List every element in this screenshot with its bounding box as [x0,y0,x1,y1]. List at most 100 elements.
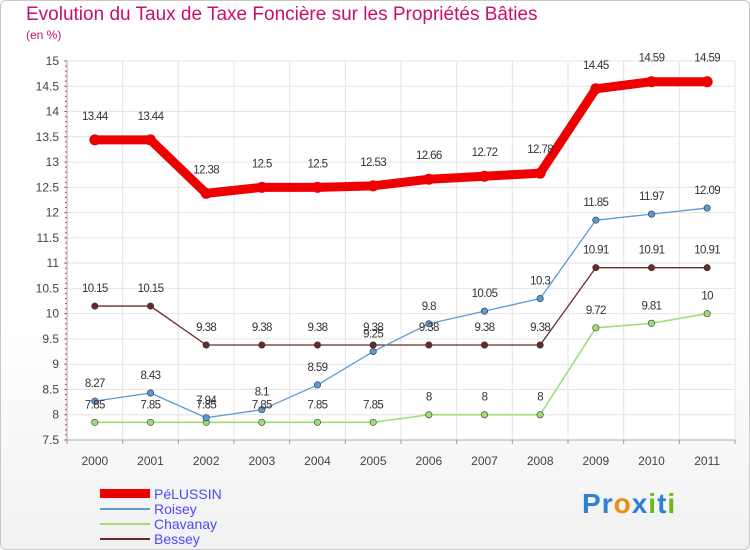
point-chavanay [592,324,600,332]
data-label-plussin: 13.44 [138,111,165,123]
point-roisey [647,210,655,218]
y-tick-label: 11.5 [37,231,60,245]
data-label-roisey: 12.09 [694,185,720,197]
unit-label: (en %) [26,28,62,42]
y-tick-label: 14 [46,105,60,119]
legend-label-chavanay: Chavanay [154,515,218,532]
data-label-roisey: 9.25 [363,329,383,341]
point-roisey [480,307,488,315]
point-roisey [258,406,266,414]
data-label-chavanay: 8 [537,392,543,404]
data-label-bessey: 10.91 [694,245,720,257]
point-roisey [147,389,155,397]
point-chavanay [258,418,266,426]
point-plussin [145,134,156,146]
legend-swatch-roisey [100,507,150,510]
data-label-roisey: 8.59 [308,362,328,374]
legend-item-plussin: PéLUSSIN [100,486,222,502]
x-tick-label: 2004 [304,454,331,468]
data-label-chavanay: 7.85 [85,399,105,411]
series-line-roisey [94,207,708,419]
data-label-chavanay: 9.81 [642,300,662,312]
x-tick-label: 2008 [527,454,554,468]
point-bessey [425,341,433,349]
data-label-chavanay: 9.72 [586,305,606,317]
data-label-roisey: 8.43 [141,370,161,382]
data-label-bessey: 9.38 [475,322,495,334]
data-label-plussin: 12.78 [527,144,553,156]
data-label-bessey: 9.38 [530,322,550,334]
legend-label-bessey: Bessey [154,530,200,547]
series-line-chavanay [94,312,708,424]
y-tick-label: 9.5 [42,332,59,346]
x-tick-label: 2002 [193,454,220,468]
y-tick-label: 13 [46,155,60,169]
point-chavanay [369,418,377,426]
point-plussin [646,76,657,88]
data-label-roisey: 11.85 [583,197,608,209]
point-bessey [480,341,488,349]
legend-item-roisey: Roisey [100,500,222,517]
point-bessey [202,341,210,349]
point-chavanay [647,319,655,327]
data-label-bessey: 10.91 [639,245,665,257]
logo-letter: P [582,488,602,519]
x-tick-label: 2003 [248,454,275,468]
logo-letter: t [657,488,668,519]
data-label-chavanay: 7.85 [363,399,383,411]
data-label-plussin: 12.66 [416,150,442,162]
point-roisey [703,204,711,212]
data-label-roisey: 10.3 [530,276,550,288]
data-label-bessey: 9.38 [252,322,272,334]
data-label-plussin: 12.72 [472,147,498,159]
point-plussin [256,181,268,193]
data-label-bessey: 9.38 [196,322,216,334]
x-tick-label: 2011 [694,454,720,468]
x-tick-label: 2009 [582,454,609,468]
y-tick-label: 12.5 [36,180,60,194]
y-tick-label: 15 [46,54,60,68]
point-plussin [89,134,101,146]
legend-swatch-chavanay [100,522,150,525]
axis-layer: 7.588.599.51010.51111.51212.51313.51414.… [36,54,736,468]
data-label-chavanay: 8 [426,392,432,404]
point-chavanay [425,411,433,419]
point-bessey [536,341,544,349]
series-line-bessey [94,267,708,346]
point-bessey [647,264,655,272]
logo-letter: i [648,488,658,519]
point-roisey [202,414,210,422]
chart-title: Evolution du Taux de Taxe Foncière sur l… [26,4,538,25]
data-label-chavanay: 8 [482,392,488,404]
data-label-roisey: 8.1 [255,387,269,399]
y-tick-label: 11 [47,256,60,270]
y-tick-label: 9 [52,357,59,371]
data-label-layer: 13.44 13.44 12.38 12.5 12.5 12.53 12.66 12.72 12… [82,53,721,412]
data-label-plussin: 12.5 [308,158,328,170]
data-label-roisey: 9.8 [422,301,436,313]
y-tick-label: 10 [46,307,60,321]
point-bessey [703,264,711,272]
data-label-roisey: 7.94 [196,395,217,407]
point-chavanay [480,411,488,419]
data-label-roisey: 11.97 [639,191,664,203]
point-roisey [91,397,99,405]
point-bessey [313,341,321,349]
point-bessey [258,341,266,349]
x-tick-label: 2006 [415,454,442,468]
legend-item-bessey: Bessey [100,530,222,547]
point-roisey [425,320,433,328]
data-label-plussin: 14.59 [639,53,665,65]
x-tick-label: 2007 [471,454,498,468]
point-plussin [367,180,379,192]
grid-layer [66,60,736,441]
data-label-plussin: 12.38 [193,164,219,176]
data-label-chavanay: 7.85 [252,399,272,411]
point-plussin [200,187,212,199]
point-chavanay [147,418,155,426]
data-label-bessey: 9.38 [308,322,328,334]
point-bessey [369,341,377,349]
legend-label-roisey: Roisey [154,500,197,517]
y-tick-label: 7.5 [42,433,59,447]
